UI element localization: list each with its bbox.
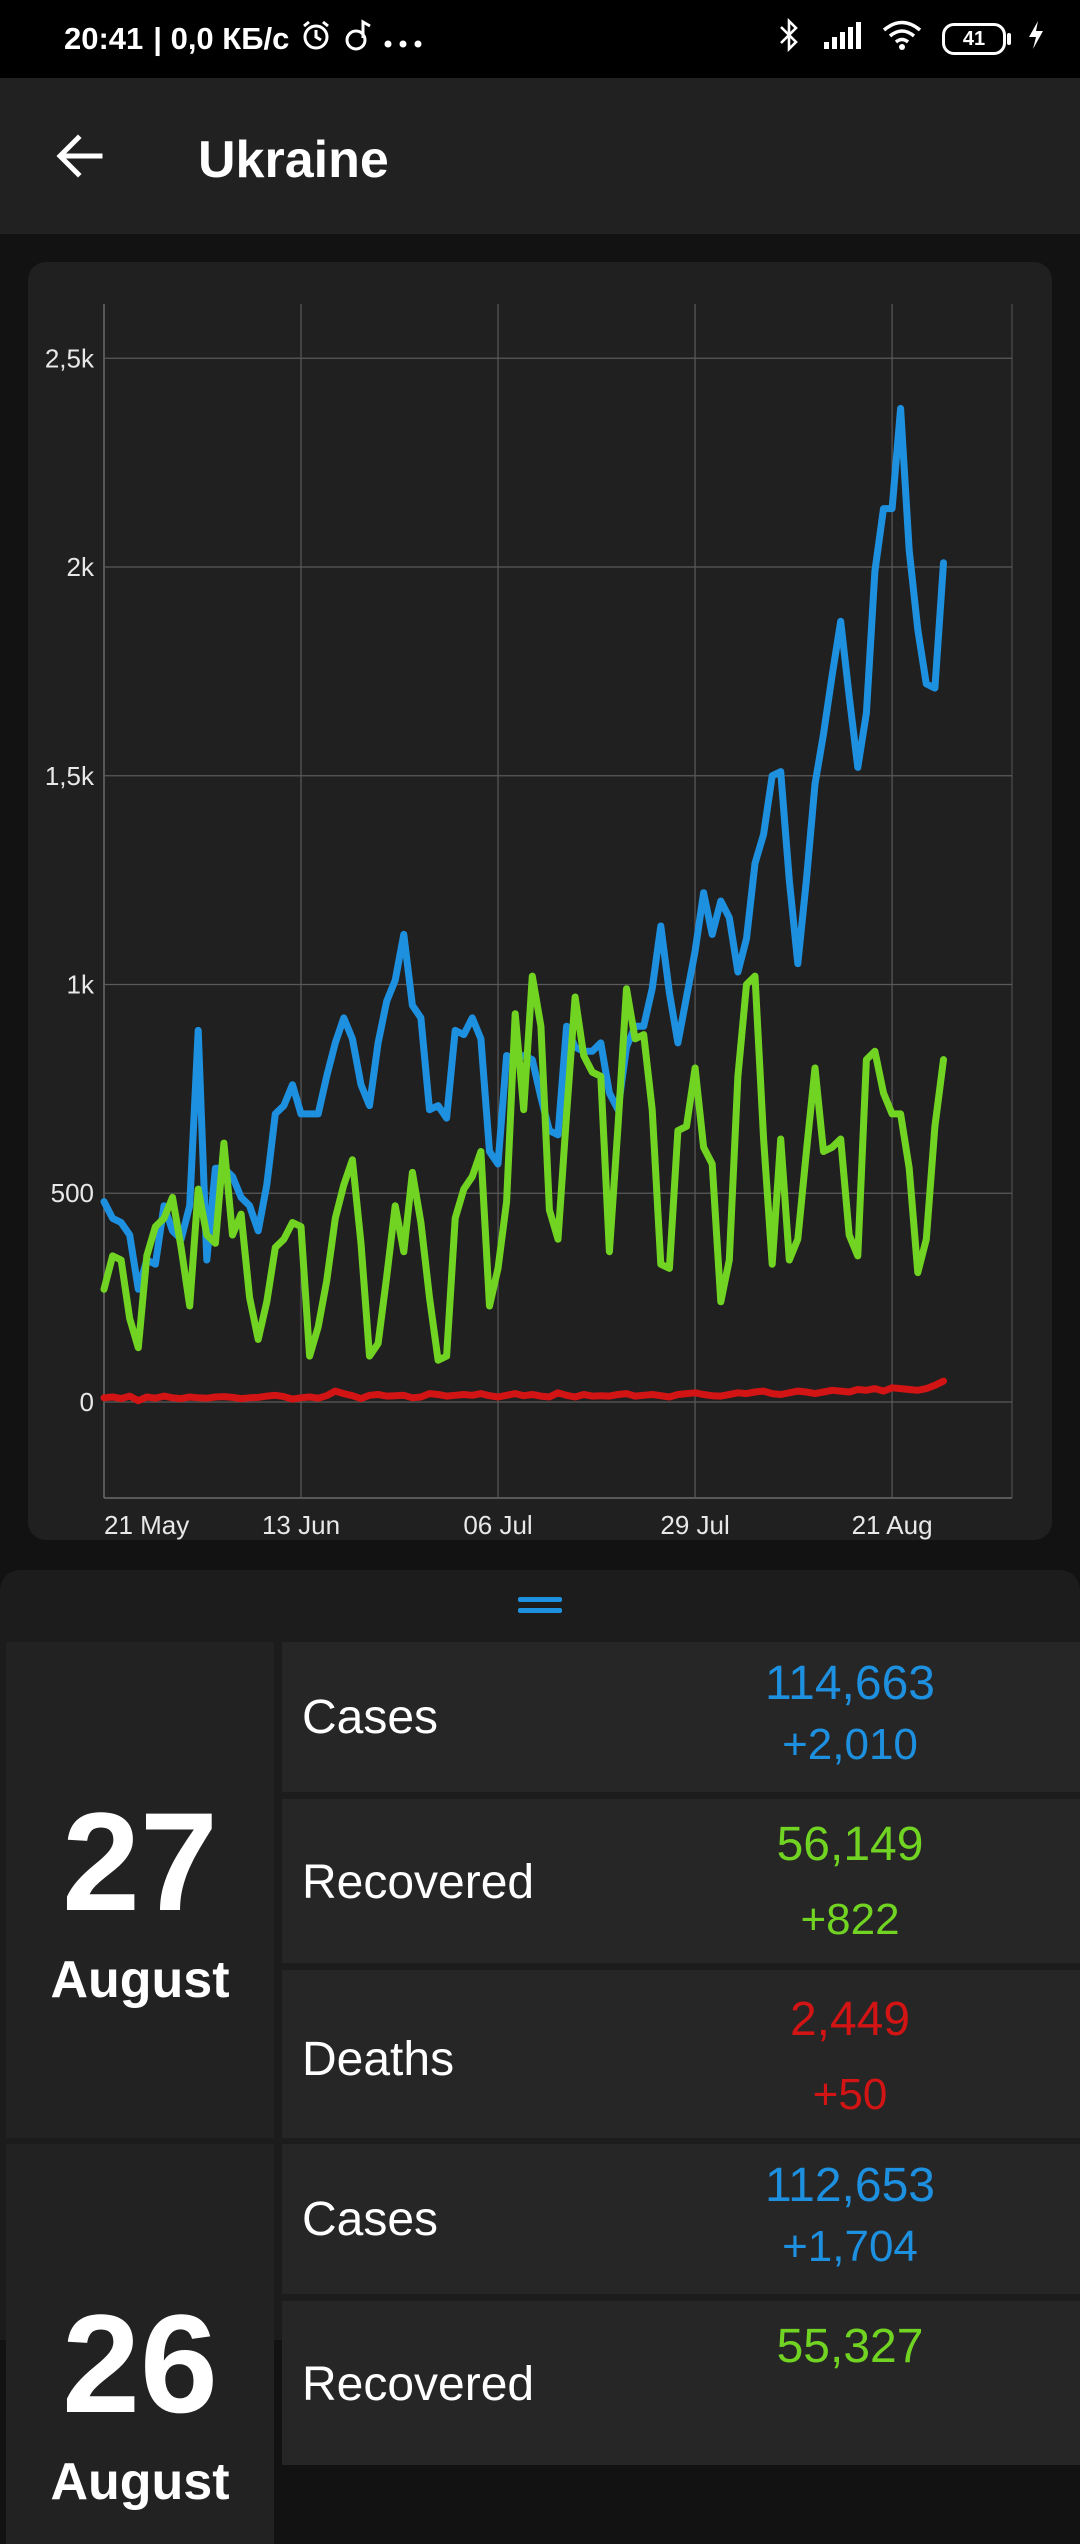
- series-line-recovered: [100, 972, 947, 1364]
- status-bar: 20:41 | 0,0 КБ/с 41: [0, 0, 1080, 78]
- date-cell: 26 August: [6, 2144, 274, 2544]
- drag-handle-icon: [518, 1597, 562, 1613]
- x-tick-label: 13 Jun: [262, 1510, 340, 1540]
- x-tick-label: 06 Jul: [463, 1510, 532, 1540]
- y-tick-label: 500: [51, 1178, 94, 1208]
- stat-label: Recovered: [302, 2358, 535, 2411]
- stat-label: Deaths: [302, 2033, 455, 2086]
- wifi-icon: [882, 19, 922, 59]
- signal-icon: [822, 20, 862, 58]
- stat-row-cases: Cases 112,653 +1,704: [282, 2144, 1080, 2294]
- stat-total: 112,653: [765, 2159, 935, 2212]
- day-block-27: 27 August Cases 114,663 +2,010 Recovered…: [6, 1642, 1080, 2138]
- x-tick-label: 21 Aug: [852, 1510, 933, 1540]
- alarm-icon: [299, 18, 333, 60]
- y-tick-label: 2,5k: [45, 343, 95, 373]
- stat-total: 2,449: [789, 1993, 911, 2046]
- series-line-cases: [100, 404, 947, 1293]
- date-cell: 27 August: [6, 1642, 274, 2138]
- back-button[interactable]: [44, 120, 116, 192]
- y-tick-label: 1k: [67, 969, 95, 999]
- arrow-left-icon: [56, 134, 103, 178]
- stat-delta: +50: [812, 2070, 888, 2119]
- status-bar-right: 41: [776, 0, 1046, 78]
- stat-delta: +822: [800, 1895, 900, 1944]
- stat-label: Cases: [302, 1691, 439, 1744]
- app-bar: Ukraine: [0, 78, 1080, 234]
- more-dots-icon: [383, 21, 423, 57]
- series-line-deaths: [100, 1377, 947, 1405]
- stat-row-recovered: Recovered 56,149 +822: [282, 1799, 1080, 1963]
- date-month: August: [50, 2453, 230, 2511]
- y-tick-label: 2k: [67, 552, 95, 582]
- drag-handle[interactable]: [518, 1592, 562, 1618]
- line-chart[interactable]: 0 500 1k 1,5k 2k 2,5k 21 May 13 Jun 06 Jul 29 Jul…: [28, 262, 1052, 1540]
- music-note-icon: [343, 18, 373, 60]
- stat-delta: +2,010: [782, 1720, 918, 1769]
- stat-total: 56,149: [776, 1818, 924, 1871]
- date-day: 27: [62, 1783, 218, 1940]
- stats-sheet[interactable]: 27 August Cases 114,663 +2,010 Recovered…: [0, 1570, 1080, 2544]
- stat-row-cases: Cases 114,663 +2,010: [282, 1642, 1080, 1792]
- stat-delta: +1,704: [782, 2222, 918, 2271]
- bluetooth-icon: [776, 17, 802, 61]
- x-tick-label: 21 May: [104, 1510, 189, 1540]
- battery-icon: 41: [942, 23, 1011, 55]
- stat-total: 114,663: [765, 1657, 935, 1710]
- network-speed: | 0,0 КБ/с: [153, 21, 290, 56]
- x-tick-label: 29 Jul: [660, 1510, 729, 1540]
- day-block-26: 26 August Cases 112,653 +1,704 Recovered…: [6, 2144, 1080, 2544]
- date-day: 26: [62, 2285, 218, 2442]
- page-title: Ukraine: [198, 131, 389, 189]
- status-bar-left: 20:41 | 0,0 КБ/с: [64, 0, 423, 78]
- y-tick-label: 1,5k: [45, 761, 95, 791]
- stat-row-recovered: Recovered 55,327: [282, 2301, 1080, 2465]
- y-tick-label: 0: [80, 1387, 94, 1417]
- stat-total: 55,327: [776, 2320, 924, 2373]
- date-month: August: [50, 1951, 230, 2009]
- chart-card[interactable]: 0 500 1k 1,5k 2k 2,5k 21 May 13 Jun 06 Jul 29 Jul…: [28, 262, 1052, 1540]
- stat-label: Cases: [302, 2193, 439, 2246]
- charging-icon: [1026, 19, 1046, 59]
- stat-label: Recovered: [302, 1856, 535, 1909]
- battery-level: 41: [962, 27, 986, 50]
- stat-row-deaths: Deaths 2,449 +50: [282, 1970, 1080, 2138]
- status-time: 20:41: [64, 21, 144, 56]
